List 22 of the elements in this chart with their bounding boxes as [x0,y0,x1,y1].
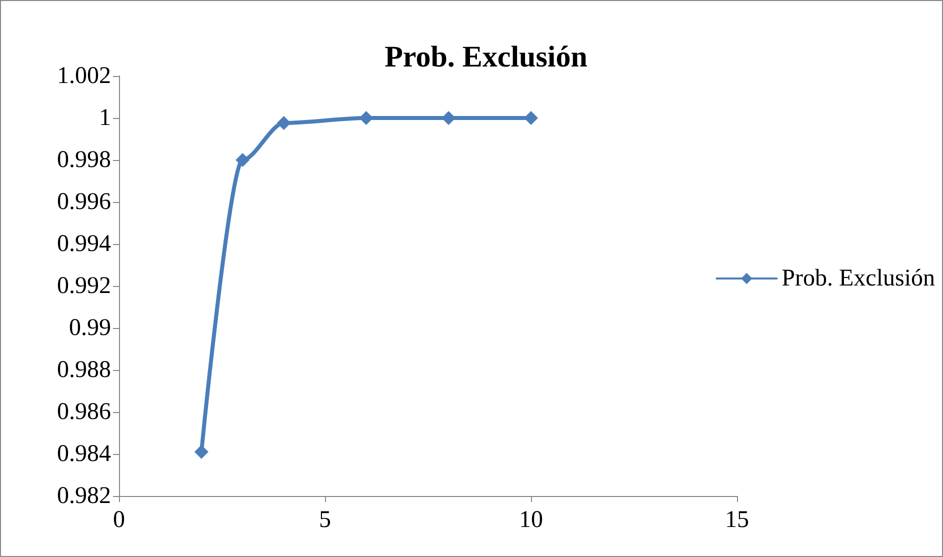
x-tick-label: 10 [519,507,543,533]
point [194,444,208,459]
y-tick-label: 0.986 [57,399,111,425]
point [524,111,538,125]
y-tick-label: 0.992 [57,273,111,299]
x-tick-label: 5 [319,507,331,533]
point [359,111,374,125]
y-tick-label: 0.984 [57,441,111,467]
x-tick-label: 0 [113,507,125,533]
y-tick-label: 0.998 [57,147,111,173]
chart-title: Prob. Exclusión [384,40,588,74]
y-tick-label: 0.996 [57,189,111,215]
legend-label: Prob. Exclusión [782,266,935,292]
y-tick-label: 0.988 [57,357,111,383]
y-tick-label: 0.982 [57,483,111,509]
y-tick-label: 0.994 [57,231,111,257]
y-tick-label: 1 [99,105,111,131]
point [276,116,291,130]
point [236,153,250,167]
y-tick-label: 1.002 [57,63,111,89]
y-tick-label: 0.99 [69,315,111,341]
x-tick-label: 15 [725,507,749,533]
